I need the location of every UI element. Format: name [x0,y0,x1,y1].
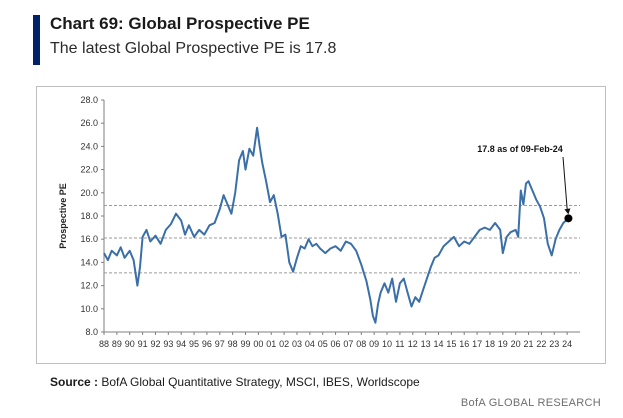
x-tick-label: 88 [99,339,109,349]
x-tick-label: 02 [279,339,289,349]
y-tick-label: 8.0 [85,327,98,337]
x-tick-label: 13 [421,339,431,349]
y-tick-label: 22.0 [80,165,98,175]
annotation-label: 17.8 as of 09-Feb-24 [477,144,563,154]
x-tick-label: 05 [318,339,328,349]
y-tick-label: 16.0 [80,234,98,244]
source-text: BofA Global Quantitative Strategy, MSCI,… [101,375,420,389]
x-tick-label: 15 [446,339,456,349]
x-tick-label: 93 [163,339,173,349]
x-tick-label: 16 [459,339,469,349]
x-tick-label: 12 [408,339,418,349]
x-tick-label: 18 [485,339,495,349]
x-tick-label: 98 [228,339,238,349]
x-tick-label: 91 [138,339,148,349]
latest-value-marker [564,214,573,223]
x-tick-label: 23 [549,339,559,349]
x-tick-label: 08 [356,339,366,349]
x-tick-label: 97 [215,339,225,349]
series-line [103,126,570,324]
y-tick-label: 28.0 [80,95,98,105]
y-axis-title: Prospective PE [58,183,68,249]
y-tick-label: 14.0 [80,257,98,267]
y-tick-label: 26.0 [80,118,98,128]
x-tick-label: 21 [524,339,534,349]
chart-subtitle: The latest Global Prospective PE is 17.8 [50,40,337,57]
source-note: Source : BofA Global Quantitative Strate… [50,375,420,389]
y-tick-label: 24.0 [80,141,98,151]
x-tick-label: 99 [241,339,251,349]
x-tick-label: 07 [343,339,353,349]
x-tick-label: 01 [266,339,276,349]
x-tick-label: 94 [176,339,186,349]
x-tick-label: 17 [472,339,482,349]
x-tick-label: 10 [382,339,392,349]
chart-title: Chart 69: Global Prospective PE [50,14,310,33]
y-tick-label: 12.0 [80,281,98,291]
brand-label: BofA GLOBAL RESEARCH [460,397,601,409]
x-tick-label: 89 [112,339,122,349]
source-label: Source [50,375,91,389]
x-tick-label: 09 [369,339,379,349]
x-tick-label: 04 [305,339,315,349]
annotation-arrow-line [562,156,568,213]
x-tick-label: 24 [562,339,572,349]
x-tick-label: 00 [253,339,263,349]
y-tick-label: 20.0 [80,188,98,198]
chart-frame [36,86,606,364]
accent-bar [33,15,40,65]
x-tick-label: 22 [536,339,546,349]
x-tick-label: 06 [331,339,341,349]
x-tick-label: 14 [433,339,443,349]
y-tick-label: 10.0 [80,304,98,314]
x-tick-label: 95 [189,339,199,349]
annotation-arrowhead [564,208,571,215]
x-tick-label: 96 [202,339,212,349]
y-tick-label: 18.0 [80,211,98,221]
x-tick-label: 92 [150,339,160,349]
x-tick-label: 20 [511,339,521,349]
x-tick-label: 03 [292,339,302,349]
x-tick-label: 90 [125,339,135,349]
x-tick-label: 11 [395,339,404,349]
x-tick-label: 19 [498,339,508,349]
